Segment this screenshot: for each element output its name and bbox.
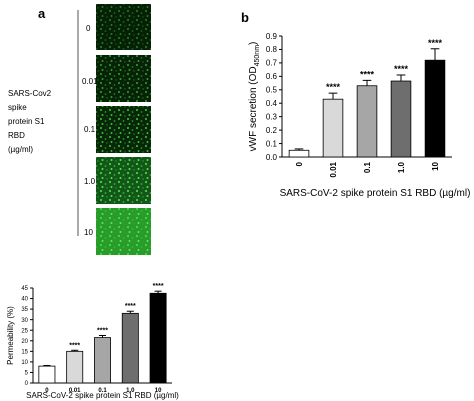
y-tick-label: 45 bbox=[21, 286, 28, 292]
y-tick-label: 0.6 bbox=[266, 72, 278, 81]
concentration: 0 bbox=[86, 24, 91, 33]
y-tick-label: 10 bbox=[21, 360, 28, 366]
bar bbox=[356, 85, 378, 158]
x-tick-label: 0.01 bbox=[69, 388, 81, 394]
side-label-line: spike bbox=[8, 103, 27, 112]
y-tick-label: 35 bbox=[21, 307, 28, 313]
bar bbox=[390, 80, 412, 158]
x-tick-label: 10 bbox=[431, 161, 440, 170]
significance: **** bbox=[326, 82, 341, 92]
bar bbox=[121, 312, 139, 384]
y-tick-label: 0.4 bbox=[266, 99, 278, 108]
y-axis-label: vWF secretion (OD450nm) bbox=[248, 42, 261, 152]
concentration-labels: 0 0.01 0.1 1.0 10 bbox=[82, 24, 98, 237]
x-tick-label: 10 bbox=[155, 388, 162, 394]
y-tick-label: 5 bbox=[25, 371, 29, 377]
x-tick-label: 0 bbox=[295, 161, 304, 166]
x-tick-label: 1.0 bbox=[397, 161, 406, 173]
side-label-line: RBD bbox=[8, 131, 25, 140]
micrograph-cells bbox=[96, 4, 151, 50]
micrograph-cells bbox=[96, 106, 151, 153]
x-axis-label: SARS-CoV-2 spike protein S1 RBD (µg/ml) bbox=[280, 188, 471, 199]
significance: **** bbox=[153, 283, 164, 290]
bar bbox=[149, 292, 167, 384]
significance: **** bbox=[97, 328, 108, 335]
y-tick-label: 20 bbox=[21, 339, 28, 345]
y-tick-label: 0.1 bbox=[266, 139, 278, 148]
significance: **** bbox=[69, 342, 80, 349]
x-tick-label: 0 bbox=[45, 388, 49, 394]
significance: **** bbox=[394, 64, 409, 74]
y-tick-label: 0.3 bbox=[266, 112, 278, 121]
micrographs bbox=[96, 4, 151, 255]
concentration: 0.1 bbox=[84, 125, 96, 134]
y-axis-label: Permeability (%) bbox=[6, 306, 15, 365]
concentration: 1.0 bbox=[84, 177, 96, 186]
y-tick-label: 30 bbox=[21, 318, 28, 324]
y-tick-label: 0.2 bbox=[266, 126, 278, 135]
y-tick-label: 0.7 bbox=[266, 59, 278, 68]
y-tick-label: 0.9 bbox=[266, 32, 278, 41]
bar bbox=[38, 365, 56, 384]
bar bbox=[288, 149, 310, 158]
y-tick-label: 0 bbox=[25, 381, 29, 387]
concentration: 10 bbox=[84, 228, 93, 237]
bar bbox=[94, 337, 111, 384]
concentration: 0.01 bbox=[82, 77, 98, 86]
significance: **** bbox=[125, 303, 136, 310]
panel-label: a bbox=[38, 6, 46, 21]
micrograph-cells bbox=[96, 55, 151, 102]
y-label-sub: 450nm bbox=[254, 45, 261, 67]
x-tick-label: 0.1 bbox=[363, 161, 372, 173]
y-tick-label: 0.8 bbox=[266, 45, 278, 54]
x-tick-label: 1.0 bbox=[126, 388, 135, 394]
y-tick-label: 25 bbox=[21, 328, 28, 334]
significance: **** bbox=[360, 69, 375, 79]
y-tick-label: 40 bbox=[21, 297, 28, 303]
y-tick-label: 0.5 bbox=[266, 86, 278, 95]
bar bbox=[424, 59, 446, 158]
side-label-line: protein S1 bbox=[8, 117, 45, 126]
micrograph-cells bbox=[96, 208, 151, 255]
micrograph-cells bbox=[96, 157, 151, 204]
bar bbox=[322, 98, 344, 158]
x-tick-label: 0.01 bbox=[329, 161, 338, 177]
y-label-text: Permeability (%) bbox=[6, 306, 15, 365]
panel-label: b bbox=[241, 10, 249, 25]
y-tick-label: 0.0 bbox=[266, 153, 278, 162]
y-label-end: ) bbox=[248, 42, 259, 45]
side-label: SARS-Cov2 spike protein S1 RBD (µg/ml) bbox=[8, 89, 52, 154]
x-tick-label: 0.1 bbox=[98, 388, 107, 394]
side-label-line: (µg/ml) bbox=[8, 145, 33, 154]
bar bbox=[66, 350, 84, 384]
significance: **** bbox=[428, 38, 443, 48]
x-axis-label: SARS-CoV-2 spike protein S1 RBD (µg/ml) bbox=[26, 391, 179, 400]
side-label-line: SARS-Cov2 bbox=[8, 89, 52, 98]
y-tick-label: 15 bbox=[21, 349, 28, 355]
y-label-text: vWF secretion (OD bbox=[248, 66, 259, 151]
